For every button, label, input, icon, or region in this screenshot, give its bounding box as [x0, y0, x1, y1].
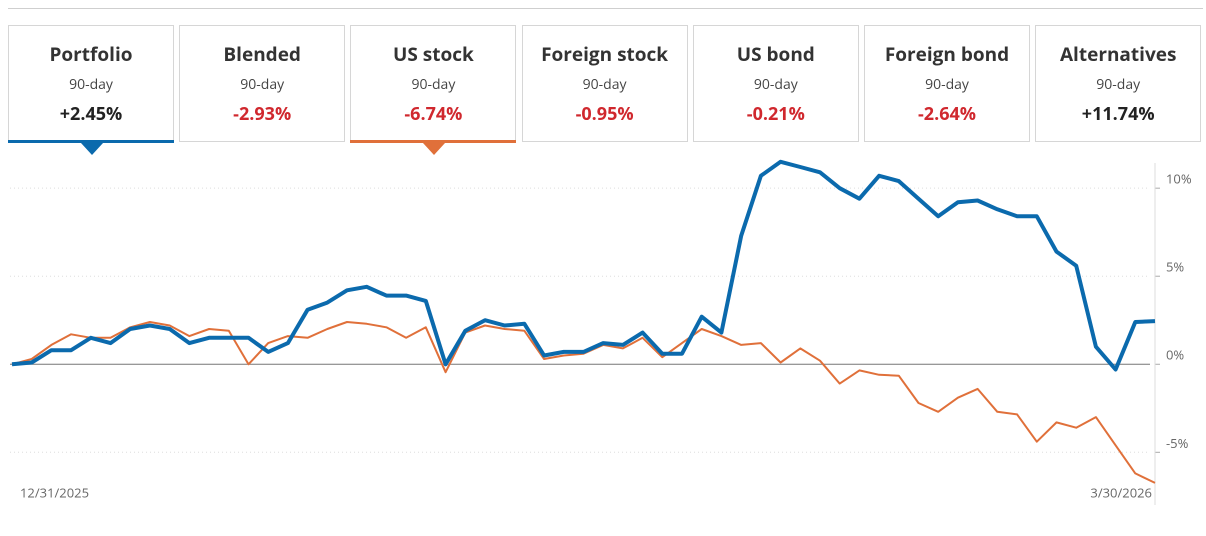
tab-change: -2.93% [233, 102, 292, 126]
tab-period: 90-day [1096, 75, 1141, 94]
tab[interactable]: Foreign stock 90-day -0.95% [521, 25, 688, 142]
y-tick-label: 0% [1166, 346, 1184, 364]
x-tick-label: 12/31/2025 [20, 483, 89, 501]
tab-period: 90-day [411, 75, 456, 94]
x-tick-label: 3/30/2026 [1090, 483, 1152, 501]
tab[interactable]: Alternatives 90-day +11.74% [1035, 25, 1202, 142]
tab[interactable]: Portfolio 90-day +2.45% [8, 25, 174, 155]
tab-change: -0.95% [575, 102, 634, 126]
tab-period: 90-day [69, 75, 113, 94]
tab[interactable]: Blended 90-day -2.93% [179, 25, 346, 142]
tab-period: 90-day [753, 75, 798, 94]
tab-title: Foreign bond [884, 41, 1010, 67]
tab-period: 90-day [240, 75, 285, 94]
tab-title: Foreign stock [541, 41, 669, 67]
tab-title: Alternatives [1059, 41, 1177, 67]
tab-change: -0.21% [746, 102, 805, 126]
y-tick-label: -5% [1166, 434, 1189, 452]
y-tick-label: 10% [1166, 170, 1192, 188]
y-tick-label: 5% [1166, 258, 1184, 276]
tab-title: Portfolio [49, 41, 133, 67]
tab-period: 90-day [582, 75, 627, 94]
series-line [11, 159, 1156, 372]
series-line [11, 321, 1156, 484]
tab-change: +11.74% [1081, 102, 1155, 126]
tab-underline [350, 140, 517, 143]
tab-pointer [81, 143, 103, 155]
tab-change: +2.45% [59, 102, 123, 126]
tab-pointer [423, 143, 446, 155]
divider [8, 8, 1203, 9]
tab-period: 90-day [925, 75, 969, 94]
tab-underline [8, 140, 174, 143]
tab-title: US stock [393, 41, 474, 67]
tab-change: -6.74% [404, 102, 463, 126]
tab-change: -2.64% [917, 102, 977, 126]
tab[interactable]: US stock 90-day -6.74% [350, 25, 517, 155]
tab-title: US bond [736, 41, 815, 67]
tab[interactable]: US bond 90-day -0.21% [692, 25, 859, 142]
tab[interactable]: Foreign bond 90-day -2.64% [864, 25, 1030, 142]
tab-title: Blended [223, 41, 301, 67]
